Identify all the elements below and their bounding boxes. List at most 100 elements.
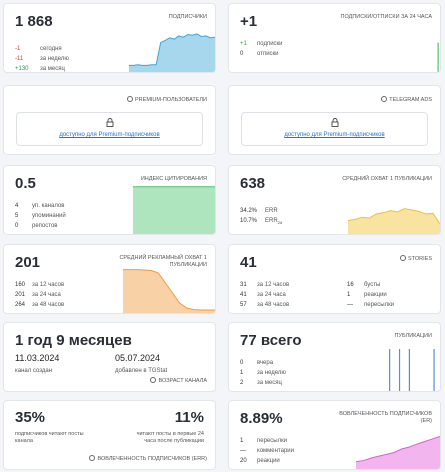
stat-big: 11% xyxy=(174,409,204,426)
sparkline xyxy=(133,186,215,234)
stat-row: -11 за неделю xyxy=(15,54,69,64)
stat-value: 264 xyxy=(15,302,26,308)
stat-label: вчера xyxy=(257,360,274,366)
main-value: 201 xyxy=(15,254,41,271)
date-value: 11.03.2024 xyxy=(15,353,60,363)
stat-value: 57 xyxy=(240,302,247,308)
title-text: ПОДПИСКИ/ОТПИСКИ ЗА 24 ЧАСА xyxy=(340,14,433,20)
main-value: 1 год 9 месяцев xyxy=(15,332,132,349)
date-label: добавлен в TGStat xyxy=(115,368,168,374)
stat-block: 35% подписчиков читают посты канала xyxy=(15,409,95,445)
stat-label: за 24 часа xyxy=(32,292,61,298)
stat-rows: 1 пересылки — комментарии 20 реакции xyxy=(240,436,294,466)
stat-desc: читают посты в первые 24 часа после публ… xyxy=(136,431,204,444)
stat-value: — xyxy=(240,448,246,454)
stat-row: — пересылки xyxy=(347,300,394,310)
stat-label: за месяц xyxy=(257,380,282,386)
date-item: 11.03.2024 канал создан xyxy=(15,353,59,374)
lock-body xyxy=(331,121,338,127)
main-value: 638 xyxy=(240,175,266,192)
spark-line xyxy=(356,435,440,463)
stat-value: 160 xyxy=(15,282,26,288)
stat-value: 0 xyxy=(15,223,19,229)
icon xyxy=(381,96,388,102)
stat-value: 20 xyxy=(240,458,247,464)
title-text: ПОДПИСЧИКИ xyxy=(168,14,207,20)
stat-label: за 12 часов xyxy=(257,282,290,288)
spark-line xyxy=(123,269,215,311)
stat-label: за неделю xyxy=(40,56,69,62)
stat-row: 1 пересылки xyxy=(240,436,294,446)
icon xyxy=(399,255,406,261)
card: ВОВЛЕЧЕННОСТЬ ПОДПИСЧИКОВ (ERR) 35% подпис… xyxy=(3,400,216,470)
stat-row: 10.7% ERR24 xyxy=(240,216,282,228)
card-title: ПУБЛИКАЦИИ xyxy=(395,333,432,340)
stat-value: 10.7% xyxy=(240,218,258,224)
premium-link[interactable]: доступно для Premium-подписчиков xyxy=(59,132,160,138)
stat-row: — комментарии xyxy=(240,446,294,456)
main-value: 1 868 xyxy=(15,13,53,30)
card: +1 ПОДПИСКИ/ОТПИСКИ ЗА 24 ЧАСА +1 подписки 0… xyxy=(228,3,441,73)
stat-row: 1 реакции xyxy=(347,290,394,300)
stat-label: упоминаний xyxy=(32,213,66,219)
card: 201 СРЕДНИЙ РЕКЛАМНЫЙ ОХВАТ 1 ПУБЛИКАЦИИ 1… xyxy=(3,244,216,314)
main-value: 0.5 xyxy=(15,175,36,192)
stat-value: 31 xyxy=(240,282,247,288)
spark-bar xyxy=(433,349,435,391)
card-title: ВОВЛЕЧЕННОСТЬ ПОДПИСЧИКОВ (ERR) xyxy=(89,455,207,463)
locked-box: доступно для Premium-подписчиков xyxy=(241,112,428,146)
lock-icon xyxy=(331,118,338,127)
stat-label: пересылки xyxy=(257,438,288,444)
card-title: TELEGRAM ADS xyxy=(381,96,432,104)
stat-desc: подписчиков читают посты канала xyxy=(15,431,84,444)
stat-value: 2 xyxy=(240,380,244,386)
card: PREMIUM-ПОЛЬЗОВАТЕЛИ доступно для Premium… xyxy=(3,85,216,155)
stat-row: 4 уп. каналов xyxy=(15,201,66,211)
stat-row: 34.2% ERR xyxy=(240,206,282,216)
stat-row: 0 вчера xyxy=(240,358,286,368)
premium-link[interactable]: доступно для Premium-подписчиков xyxy=(284,132,385,138)
stat-label: за 12 часов xyxy=(32,282,65,288)
stat-label: ERR xyxy=(265,218,278,224)
lock-icon xyxy=(106,118,113,127)
card: 77 всего ПУБЛИКАЦИИ 0 вчера 1 за неделю 2 за ме… xyxy=(228,322,441,392)
stat-label: за неделю xyxy=(257,370,286,376)
spark-line xyxy=(129,33,215,66)
main-value: 77 всего xyxy=(240,332,302,349)
card: 0.5 ИНДЕКС ЦИТИРОВАНИЯ 4 уп. каналов 5 упомин… xyxy=(3,165,216,235)
stat-value: 1 xyxy=(240,438,244,444)
stat-label: уп. каналов xyxy=(32,203,65,209)
card-title: ВОВЛЕЧЕННОСТЬ ПОДПИСЧИКОВ (ER) xyxy=(337,411,432,425)
stat-row: +130 за месяц xyxy=(15,64,69,72)
stat-value: 1 xyxy=(347,292,351,298)
stat-row: +1 подписки xyxy=(240,39,283,49)
card-title: СРЕДНИЙ ОХВАТ 1 ПУБЛИКАЦИИ xyxy=(342,176,432,183)
title-text: ВОВЛЕЧЕННОСТЬ ПОДПИСЧИКОВ (ERR) xyxy=(97,456,207,462)
card-title: СРЕДНИЙ РЕКЛАМНЫЙ ОХВАТ 1 ПУБЛИКАЦИИ xyxy=(112,255,207,269)
stat-value: 34.2% xyxy=(240,208,258,214)
title-text: ИНДЕКС ЦИТИРОВАНИЯ xyxy=(140,176,207,182)
card-title: STORIES xyxy=(399,255,432,263)
spark-area xyxy=(348,208,440,234)
icon xyxy=(127,96,134,102)
stat-row: -1 сегодня xyxy=(15,44,69,54)
card: 1 год 9 месяцев ВОЗРАСТ КАНАЛА 11.03.2024 к… xyxy=(3,322,216,392)
stat-row: 264 за 48 часов xyxy=(15,300,64,310)
stat-value: +1 xyxy=(240,41,247,47)
title-text: ВОВЛЕЧЕННОСТЬ ПОДПИСЧИКОВ (ER) xyxy=(339,411,432,424)
stat-row: 201 за 24 часа xyxy=(15,290,64,300)
stat-block: 11% читают посты в первые 24 часа после п… xyxy=(124,409,204,445)
stat-row: 20 реакции xyxy=(240,456,294,466)
stat-label: пересылки xyxy=(364,302,395,308)
card: 638 СРЕДНИЙ ОХВАТ 1 ПУБЛИКАЦИИ 34.2% ERR 10.… xyxy=(228,165,441,235)
sparkline xyxy=(123,269,215,313)
stat-label: комментарии xyxy=(257,448,294,454)
stat-value: 1 xyxy=(240,370,244,376)
spark-area xyxy=(123,269,215,313)
title-text: ПУБЛИКАЦИИ xyxy=(394,333,432,339)
title-text: ВОЗРАСТ КАНАЛА xyxy=(158,378,207,384)
stat-rows: +1 подписки 0 отписки xyxy=(240,39,283,59)
locked-box: доступно для Premium-подписчиков xyxy=(16,112,203,146)
main-value: 41 xyxy=(240,254,257,271)
